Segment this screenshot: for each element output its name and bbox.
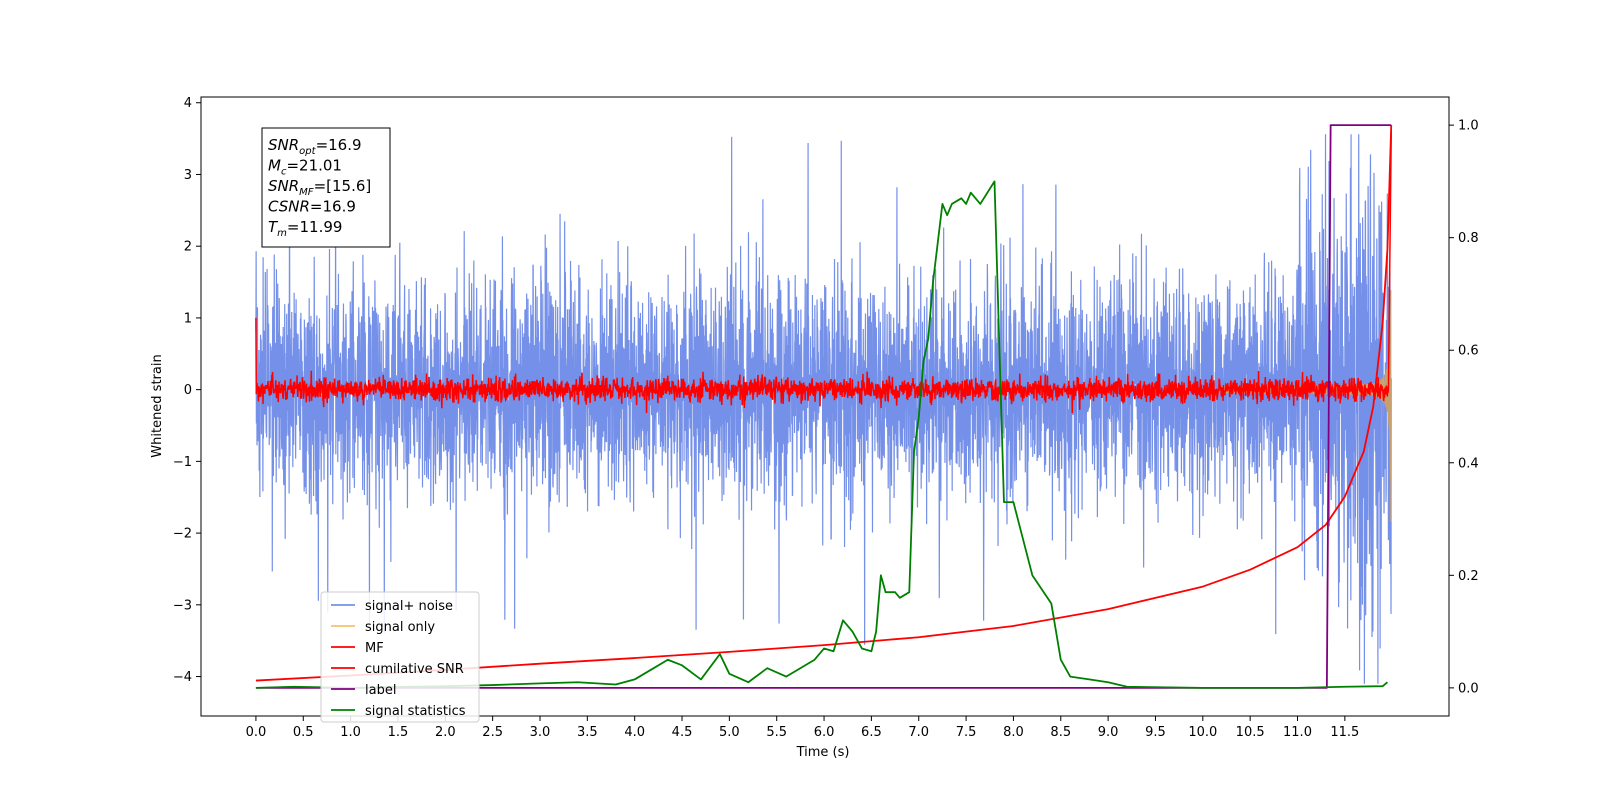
series-signal-plus-noise bbox=[255, 134, 1392, 684]
x-tick-label: 0.0 bbox=[246, 725, 267, 740]
legend-label: cumilative SNR bbox=[365, 662, 464, 677]
x-axis: 0.0 0.5 1.0 1.5 2.0 2.5 3.0 3.5 4.0 4.5 5.0 5.5 6.0 6… bbox=[246, 716, 1359, 740]
y-left-tick-label: 1 bbox=[184, 311, 192, 326]
y-left-tick-label: 3 bbox=[184, 168, 192, 183]
x-tick-label: 10.0 bbox=[1188, 725, 1217, 740]
x-tick-label: 11.0 bbox=[1283, 725, 1312, 740]
series-mf bbox=[255, 131, 1392, 414]
info-line: Tm=11.99 bbox=[268, 218, 342, 239]
legend-label: signal only bbox=[365, 620, 435, 635]
y-left-tick-label: 0 bbox=[184, 383, 192, 398]
x-tick-label: 3.0 bbox=[530, 725, 551, 740]
x-tick-label: 11.5 bbox=[1330, 725, 1359, 740]
legend-label: signal statistics bbox=[365, 704, 466, 719]
y-left-tick-label: −3 bbox=[173, 598, 192, 613]
y-right-tick-label: 0.4 bbox=[1458, 456, 1479, 471]
x-tick-label: 8.5 bbox=[1050, 725, 1071, 740]
y-left-tick-label: 2 bbox=[184, 240, 192, 255]
info-line: SNRMF=[15.6] bbox=[268, 177, 371, 198]
y-right-tick-label: 0.2 bbox=[1458, 569, 1479, 584]
x-tick-label: 1.5 bbox=[388, 725, 409, 740]
series-signal-statistics bbox=[255, 180, 1389, 689]
x-tick-label: 6.0 bbox=[814, 725, 835, 740]
x-tick-label: 2.0 bbox=[435, 725, 456, 740]
y-axis-right: 1.0 0.8 0.6 0.4 0.2 0.0 bbox=[1449, 119, 1479, 696]
legend-label: MF bbox=[365, 641, 384, 656]
x-tick-label: 3.5 bbox=[577, 725, 598, 740]
y-right-tick-label: 0.6 bbox=[1458, 344, 1479, 359]
x-tick-label: 9.0 bbox=[1098, 725, 1119, 740]
x-tick-label: 7.0 bbox=[908, 725, 929, 740]
info-line: Mc=21.01 bbox=[268, 157, 342, 178]
y-axis-label: Whitened strain bbox=[150, 354, 165, 457]
y-right-tick-label: 0.8 bbox=[1458, 231, 1479, 246]
x-tick-label: 10.5 bbox=[1236, 725, 1265, 740]
x-tick-label: 6.5 bbox=[861, 725, 882, 740]
series-cumulative-snr bbox=[255, 125, 1393, 682]
axes-frame bbox=[200, 96, 1450, 717]
y-left-tick-label: −4 bbox=[173, 670, 192, 685]
x-tick-label: 0.5 bbox=[293, 725, 314, 740]
legend-label: label bbox=[365, 683, 396, 698]
x-tick-label: 1.0 bbox=[340, 725, 361, 740]
x-tick-label: 2.5 bbox=[482, 725, 503, 740]
series-label bbox=[255, 124, 1392, 689]
y-left-tick-label: −2 bbox=[173, 527, 192, 542]
y-axis-left: 4 3 2 1 0 −1 −2 −3 −4 bbox=[173, 96, 201, 685]
info-box: SNRopt=16.9Mc=21.01SNRMF=[15.6]CSNR=16.9… bbox=[261, 127, 391, 248]
info-line: CSNR=16.9 bbox=[268, 198, 356, 216]
plot-area bbox=[255, 124, 1393, 689]
y-right-tick-label: 0.0 bbox=[1458, 681, 1479, 696]
x-tick-label: 9.5 bbox=[1145, 725, 1166, 740]
y-left-tick-label: −1 bbox=[173, 455, 192, 470]
x-tick-label: 4.5 bbox=[672, 725, 693, 740]
x-axis-label: Time (s) bbox=[796, 745, 850, 760]
y-right-tick-label: 1.0 bbox=[1458, 119, 1479, 134]
x-tick-label: 8.0 bbox=[1003, 725, 1024, 740]
x-tick-label: 7.5 bbox=[956, 725, 977, 740]
info-line: SNRopt=16.9 bbox=[268, 136, 362, 157]
x-tick-label: 5.5 bbox=[766, 725, 787, 740]
x-tick-label: 5.0 bbox=[719, 725, 740, 740]
legend-label: signal+ noise bbox=[365, 599, 453, 614]
x-tick-label: 4.0 bbox=[624, 725, 645, 740]
legend: signal+ noise signal only MF cumilative SNR… bbox=[320, 591, 480, 723]
y-left-tick-label: 4 bbox=[184, 96, 192, 111]
